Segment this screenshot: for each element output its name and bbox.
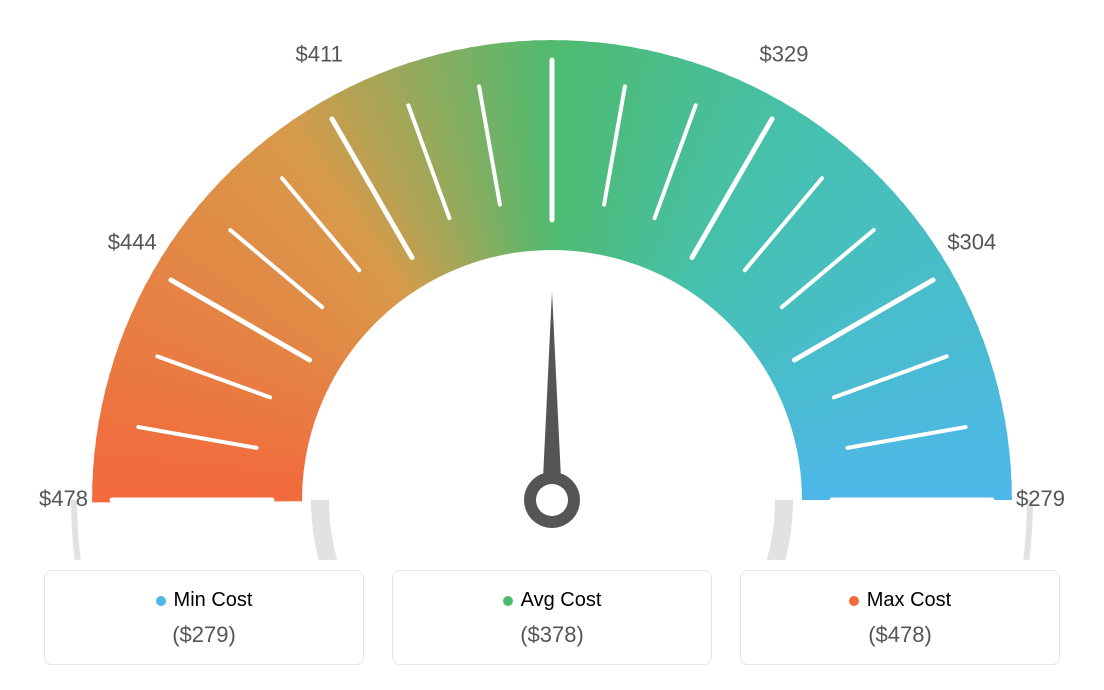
gauge-tick-label: $478 xyxy=(39,486,88,511)
legend-value: ($478) xyxy=(741,622,1059,648)
legend-label: Min Cost xyxy=(174,589,253,612)
legend-label: Max Cost xyxy=(867,589,951,612)
gauge-svg: $279$304$329$378$411$444$478 xyxy=(0,0,1104,560)
legend-card-max: Max Cost ($478) xyxy=(740,570,1060,665)
legend-label: Avg Cost xyxy=(521,589,602,612)
gauge-tick-label: $329 xyxy=(760,42,809,67)
legend-value: ($279) xyxy=(45,622,363,648)
gauge-chart: $279$304$329$378$411$444$478 xyxy=(0,0,1104,560)
legend-card-min: Min Cost ($279) xyxy=(44,570,364,665)
legend-title-min: Min Cost xyxy=(156,589,253,612)
legend-row: Min Cost ($279) Avg Cost ($378) Max Cost… xyxy=(0,570,1104,665)
legend-value: ($378) xyxy=(393,622,711,648)
dot-icon xyxy=(849,596,859,606)
gauge-needle xyxy=(542,291,562,500)
gauge-tick-label: $444 xyxy=(108,229,157,254)
legend-card-avg: Avg Cost ($378) xyxy=(392,570,712,665)
dot-icon xyxy=(156,596,166,606)
legend-title-max: Max Cost xyxy=(849,589,951,612)
legend-title-avg: Avg Cost xyxy=(503,589,602,612)
gauge-tick-label: $279 xyxy=(1016,486,1065,511)
dot-icon xyxy=(503,596,513,606)
gauge-tick-label: $304 xyxy=(947,229,996,254)
gauge-tick-label: $411 xyxy=(296,42,343,67)
